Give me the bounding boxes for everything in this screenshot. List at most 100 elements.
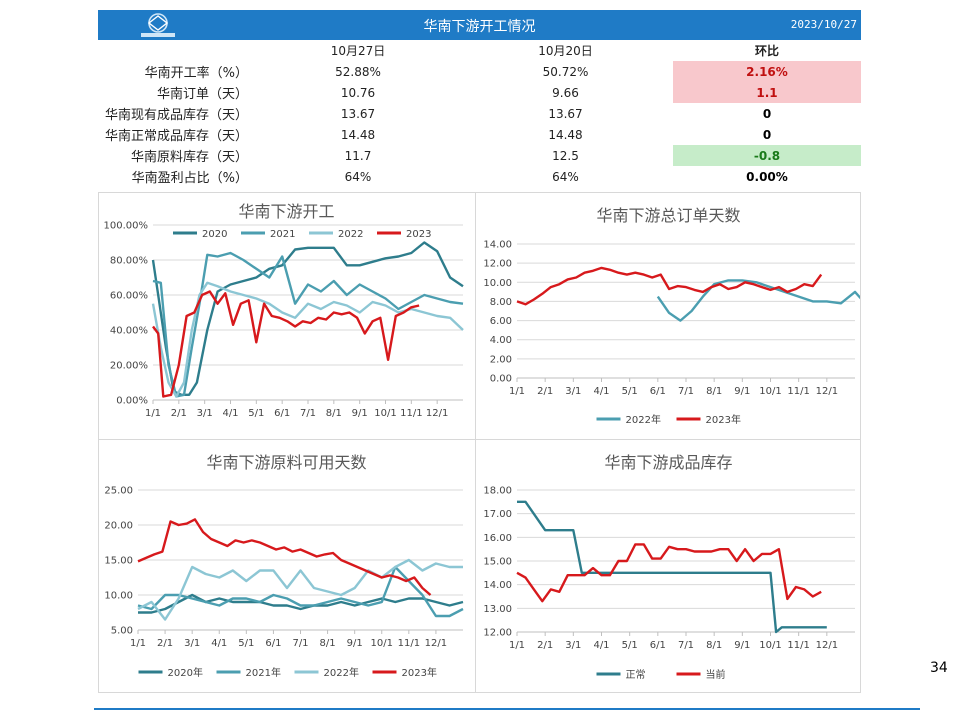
- y-tick-label: 12.00: [483, 628, 512, 639]
- change-value: 0: [762, 106, 772, 121]
- row-label: 华南盈利占比（%）: [131, 171, 248, 186]
- chart-title: 华南下游原料可用天数: [206, 453, 366, 472]
- footer-rule: [94, 708, 920, 710]
- legend-label: 2021年: [246, 666, 281, 679]
- series-line: [138, 593, 464, 614]
- x-tick-label: 3/1: [197, 408, 213, 419]
- x-tick-label: 4/1: [593, 386, 609, 397]
- y-tick-label: 2.00: [490, 354, 512, 365]
- x-tick-label: 12/1: [425, 638, 447, 649]
- row-label: 华南原料库存（天）: [130, 150, 248, 165]
- legend-label: 2022年: [626, 413, 661, 426]
- x-tick-label: 9/1: [734, 386, 750, 397]
- change-value: 0: [762, 127, 772, 142]
- table-row: 华南订单（天） 10.76 9.66 1.1: [98, 82, 861, 103]
- page-title: 华南下游开工情况: [423, 19, 536, 35]
- y-tick-label: 12.00: [483, 259, 512, 270]
- table-row: 华南原料库存（天） 11.7 12.5 -0.8: [98, 145, 861, 166]
- x-tick-label: 5/1: [248, 408, 264, 419]
- current-value: 64%: [344, 169, 372, 184]
- series-line: [516, 543, 822, 603]
- series-line: [152, 290, 420, 398]
- x-tick-label: 5/1: [622, 640, 638, 651]
- page-number: 34: [930, 660, 948, 676]
- x-tick-label: 5/1: [622, 386, 638, 397]
- divider: [98, 193, 99, 693]
- legend-label: 2023: [406, 229, 431, 240]
- x-tick-label: 8/1: [326, 408, 342, 419]
- x-tick-label: 1/1: [509, 386, 525, 397]
- chart-svg: 华南下游原料可用天数 5.00 10.00 15.00 20.00 25.00 1/1 2/1…: [104, 453, 464, 679]
- chart-title: 华南下游开工: [238, 202, 334, 221]
- x-tick-label: 1/1: [145, 408, 161, 419]
- y-tick-label: 8.00: [490, 297, 512, 308]
- chart-title: 华南下游成品库存: [604, 453, 732, 472]
- y-tick-label: 6.00: [490, 316, 512, 327]
- series-line: [151, 241, 464, 397]
- chart-svg: 华南下游开工 0.00% 20.00% 40.00% 60.00% 80.00% 100.0…: [104, 202, 464, 419]
- current-value: 10.76: [340, 85, 376, 100]
- x-tick-label: 8/1: [320, 638, 336, 649]
- legend-label: 2020: [202, 229, 227, 240]
- previous-value: 50.72%: [542, 64, 589, 79]
- previous-value: 12.5: [552, 148, 579, 163]
- table-row: 华南盈利占比（%） 64% 64% 0.00%: [98, 166, 861, 187]
- divider: [475, 193, 476, 693]
- x-tick-label: 11/1: [398, 638, 420, 649]
- x-tick-label: 7/1: [292, 638, 308, 649]
- x-tick-label: 7/1: [678, 640, 694, 651]
- chart-raw-material-days: 华南下游原料可用天数 5.00 10.00 15.00 20.00 25.00 1/1 2/1…: [98, 440, 475, 690]
- y-tick-label: 13.00: [483, 604, 512, 615]
- x-tick-label: 10/1: [759, 386, 781, 397]
- x-tick-label: 6/1: [650, 386, 666, 397]
- x-tick-label: 12/1: [816, 640, 838, 651]
- y-tick-label: 14.00: [483, 580, 512, 591]
- x-tick-label: 10/1: [759, 640, 781, 651]
- x-tick-label: 9/1: [352, 408, 368, 419]
- current-value: 52.88%: [335, 64, 381, 79]
- x-tick-label: 12/1: [426, 408, 448, 419]
- table-header-row: 10月27日 10月20日 环比: [98, 40, 861, 61]
- x-tick-label: 1/1: [509, 640, 525, 651]
- chart-svg: 华南下游总订单天数 0.00 2.00 4.00 6.00 8.00 10.00 12.00 1…: [483, 206, 860, 426]
- legend-label: 正常: [626, 668, 646, 681]
- change-value: -0.8: [673, 145, 861, 166]
- y-tick-label: 20.00: [104, 521, 133, 532]
- y-tick-label: 0.00%: [116, 396, 148, 407]
- series-line: [656, 279, 860, 322]
- series-line: [517, 500, 827, 634]
- column-header: 环比: [754, 44, 779, 58]
- chart-order-days: 华南下游总订单天数 0.00 2.00 4.00 6.00 8.00 10.00 12.00 1…: [477, 193, 860, 438]
- y-tick-label: 15.00: [104, 556, 133, 567]
- x-tick-label: 4/1: [222, 408, 238, 419]
- legend-label: 2020年: [168, 666, 203, 679]
- divider: [98, 439, 861, 440]
- y-tick-label: 5.00: [111, 626, 133, 637]
- y-tick-label: 40.00%: [110, 326, 148, 337]
- previous-value: 14.48: [548, 127, 583, 142]
- column-header: 10月27日: [330, 44, 386, 58]
- row-label: 华南订单（天）: [156, 87, 248, 102]
- table-row: 华南正常成品库存（天） 14.48 14.48 0: [98, 124, 861, 145]
- table-row: 华南现有成品库存（天） 13.67 13.67 0: [98, 103, 861, 124]
- change-value: 1.1: [673, 82, 861, 103]
- x-tick-label: 2/1: [157, 638, 173, 649]
- previous-value: 64%: [552, 169, 579, 184]
- change-value: 2.16%: [673, 61, 861, 82]
- y-tick-label: 16.00: [483, 533, 512, 544]
- logo-icon: [141, 13, 175, 37]
- y-tick-label: 100.00%: [104, 221, 149, 232]
- y-tick-label: 17.00: [483, 509, 512, 520]
- x-tick-label: 2/1: [171, 408, 187, 419]
- series-line: [516, 266, 823, 306]
- legend-label: 2023年: [402, 666, 437, 679]
- row-label: 华南正常成品库存（天）: [104, 129, 248, 144]
- x-tick-label: 1/1: [130, 638, 146, 649]
- x-tick-label: 6/1: [274, 408, 290, 419]
- y-tick-label: 10.00: [483, 278, 512, 289]
- y-tick-label: 25.00: [104, 486, 133, 497]
- x-tick-label: 11/1: [400, 408, 422, 419]
- legend-label: 2022: [338, 229, 363, 240]
- column-header: 10月20日: [538, 44, 593, 58]
- chart-finished-inventory: 华南下游成品库存 12.00 13.00 14.00 15.00 16.00 17.00 18…: [477, 440, 860, 690]
